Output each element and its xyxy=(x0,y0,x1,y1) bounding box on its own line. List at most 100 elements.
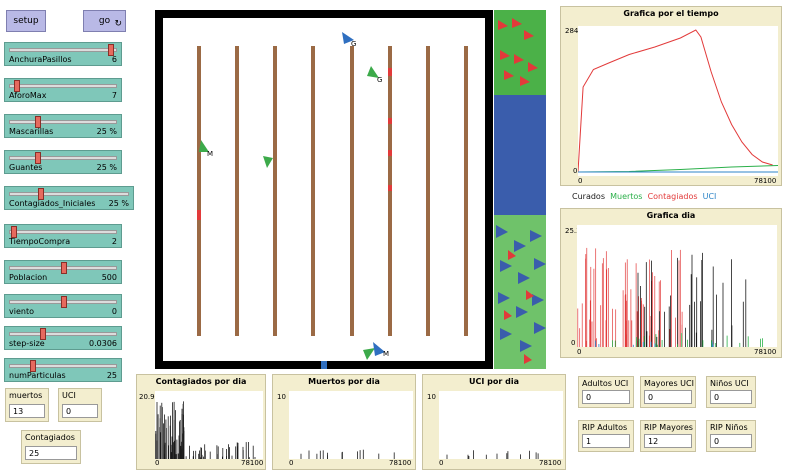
slider-thumb[interactable] xyxy=(40,328,47,340)
slider-mascarillas[interactable]: Mascarillas 25 % xyxy=(4,114,122,138)
plot-dia: Grafica dia 25.3 0 0 78100 xyxy=(560,208,782,358)
plot-dia-area xyxy=(577,225,777,347)
slider-thumb[interactable] xyxy=(61,262,67,274)
slider-track[interactable] xyxy=(9,364,117,368)
slider-numparticulas[interactable]: numParticulas 25 xyxy=(4,358,122,382)
setup-button[interactable]: setup xyxy=(6,10,46,32)
agent-label-3: M xyxy=(207,150,214,158)
plot-uci-dia-svg xyxy=(446,450,539,459)
slider-thumb[interactable] xyxy=(35,116,41,128)
rip-adultos-label: RIP Adultos xyxy=(582,423,628,432)
plot-uci-dia: UCI por dia 10 0 78100 xyxy=(422,374,566,470)
adultos-uci-value: 0 xyxy=(582,390,630,404)
plot-uci-dia-area xyxy=(439,391,563,459)
slider-track[interactable] xyxy=(9,48,117,52)
slider-thumb[interactable] xyxy=(11,226,18,238)
plot-contagiados-dia-area xyxy=(155,391,263,459)
slider-value: 0 xyxy=(111,307,117,316)
slider-label: viento xyxy=(9,307,34,316)
adultos-uci-label: Adultos UCI xyxy=(582,379,629,388)
plot-tiempo: Grafica por el tiempo 284 0 0 78100 xyxy=(560,6,782,186)
slider-value: 25 % xyxy=(96,163,117,172)
forever-icon: ↻ xyxy=(114,19,122,29)
legend-muertos: Muertos xyxy=(610,192,643,201)
slider-value: 25 % xyxy=(96,127,117,136)
uci-monitor: UCI 0 xyxy=(58,388,102,422)
particles xyxy=(197,68,392,220)
world-view[interactable]: G G M M xyxy=(155,10,493,369)
adultos-uci-monitor: Adultos UCI 0 xyxy=(578,376,634,408)
plot-tiempo-xmax: 78100 xyxy=(754,177,777,185)
slider-value: 500 xyxy=(101,273,117,282)
muertos-monitor: muertos 13 xyxy=(5,388,49,422)
go-label: go xyxy=(98,16,111,26)
slider-contagiados-iniciales[interactable]: Contagiados_Iniciales 25 % xyxy=(4,186,134,210)
agent-label-2: G xyxy=(377,76,383,84)
plot-contagiados-dia-svg xyxy=(155,401,256,459)
plot-tiempo-svg xyxy=(577,29,779,173)
plot-uci-dia-ymax: 10 xyxy=(427,393,436,401)
plot-contagiados-dia-title: Contagiados por dia xyxy=(155,377,247,386)
contagiados-value: 25 xyxy=(25,446,77,460)
slider-value: 0.0306 xyxy=(89,339,117,348)
slider-viento[interactable]: viento 0 xyxy=(4,294,122,318)
plot-contagiados-dia: Contagiados por dia 20.9 0 78100 xyxy=(136,374,266,470)
plot-dia-xmin: 0 xyxy=(577,348,582,356)
plot-tiempo-xmin: 0 xyxy=(578,177,583,185)
agents xyxy=(199,32,385,360)
rip-ninos-monitor: RIP Niños 0 xyxy=(706,420,756,452)
slider-value: 7 xyxy=(111,91,117,100)
slider-guantes[interactable]: Guantes 25 % xyxy=(4,150,122,174)
slider-track[interactable] xyxy=(9,84,117,88)
plot-dia-ymin: 0 xyxy=(571,339,576,347)
agent-label-1: G xyxy=(351,40,357,48)
ninos-uci-value: 0 xyxy=(710,390,752,404)
slider-tiempocompra[interactable]: TiempoCompra 2 xyxy=(4,224,122,248)
go-button[interactable]: go ↻ xyxy=(83,10,126,32)
rip-ninos-label: RIP Niños xyxy=(710,423,748,432)
rip-adultos-monitor: RIP Adultos 1 xyxy=(578,420,634,452)
rip-ninos-value: 0 xyxy=(710,434,752,448)
legend-contagiados: Contagiados xyxy=(647,192,698,201)
slider-thumb[interactable] xyxy=(61,296,67,308)
slider-thumb[interactable] xyxy=(35,152,41,164)
slider-value: 25 xyxy=(106,371,117,380)
slider-thumb[interactable] xyxy=(14,80,21,92)
plot-tiempo-ymin: 0 xyxy=(573,167,578,175)
slider-anchurapasillos[interactable]: AnchuraPasillos 6 xyxy=(4,42,122,66)
mayores-uci-monitor: Mayores UCI 0 xyxy=(640,376,696,408)
world-side-strip xyxy=(494,10,546,369)
slider-label: Poblacion xyxy=(9,273,48,282)
plot-uci-dia-xmin: 0 xyxy=(439,459,444,467)
slider-value: 2 xyxy=(111,237,117,246)
slider-thumb[interactable] xyxy=(107,44,114,56)
uci-value: 0 xyxy=(62,404,98,418)
plot-muertos-dia-area xyxy=(289,391,413,459)
slider-thumb[interactable] xyxy=(38,188,44,200)
slider-thumb[interactable] xyxy=(29,360,36,372)
legend-uci: UCI xyxy=(702,192,717,201)
slider-track[interactable] xyxy=(9,156,117,160)
plot-contagiados-dia-xmax: 78100 xyxy=(241,459,264,467)
series-contagiados xyxy=(577,29,773,173)
plot-muertos-dia-title: Muertos por dia xyxy=(308,377,380,386)
agent-label-4: M xyxy=(383,350,390,358)
rip-mayores-value: 12 xyxy=(644,434,692,448)
plot-muertos-dia-xmax: 78100 xyxy=(389,459,412,467)
contagiados-label: Contagiados xyxy=(25,433,75,442)
slider-track[interactable] xyxy=(9,332,117,336)
plot-uci-dia-xmax: 78100 xyxy=(539,459,562,467)
mayores-uci-value: 0 xyxy=(644,390,692,404)
slider-track[interactable] xyxy=(9,230,117,234)
slider-aforomax[interactable]: AforoMax 7 xyxy=(4,78,122,102)
plot-dia-xmax: 78100 xyxy=(754,348,777,356)
slider-track[interactable] xyxy=(9,192,129,196)
slider-label: AforoMax xyxy=(9,91,47,100)
slider-step-size[interactable]: step-size 0.0306 xyxy=(4,326,122,350)
slider-track[interactable] xyxy=(9,120,117,124)
uci-label: UCI xyxy=(62,391,76,400)
plot-dia-svg xyxy=(577,247,764,347)
slider-value: 25 % xyxy=(108,199,129,208)
slider-poblacion[interactable]: Poblacion 500 xyxy=(4,260,122,284)
plot-muertos-dia-svg xyxy=(300,449,395,459)
